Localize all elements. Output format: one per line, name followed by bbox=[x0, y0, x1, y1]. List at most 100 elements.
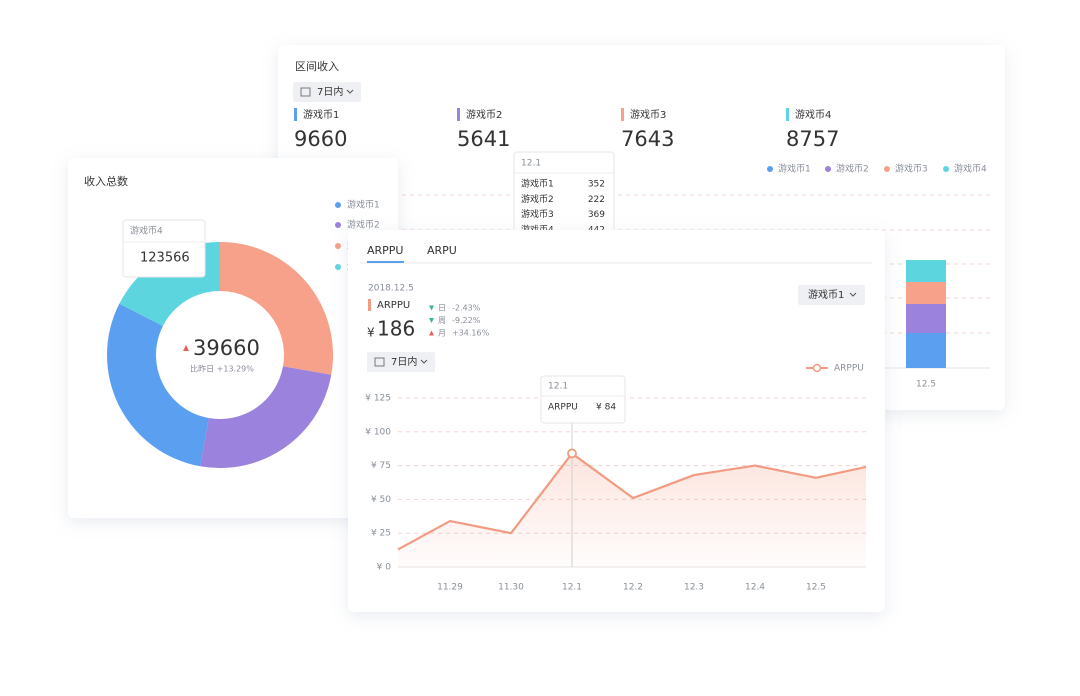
metric-marker bbox=[368, 299, 371, 311]
total-card: 收入总数游戏币1游戏币2游戏币3游戏币439660比昨日 +13.29%游戏币4… bbox=[68, 158, 398, 518]
date: 2018.12.5 bbox=[368, 284, 414, 294]
change-label: 周 bbox=[438, 316, 446, 325]
button-label: 7日内 bbox=[391, 355, 417, 368]
legend-label: 游戏币3 bbox=[895, 163, 928, 175]
legend-dot bbox=[335, 243, 341, 249]
card-title: 收入总数 bbox=[84, 174, 128, 188]
trend-icon bbox=[429, 330, 434, 336]
x-tick-label: 11.30 bbox=[498, 583, 524, 593]
chevron-icon bbox=[420, 359, 428, 364]
x-tick-label: 12.2 bbox=[623, 583, 643, 593]
change-value: +34.16% bbox=[452, 329, 490, 338]
donut-segment bbox=[200, 366, 332, 468]
legend-label: ARPPU bbox=[834, 364, 864, 374]
change-label: 月 bbox=[438, 329, 446, 338]
y-tick-label: ¥ 0 bbox=[377, 563, 392, 573]
kpi-marker bbox=[294, 108, 297, 121]
bar-segment bbox=[906, 304, 946, 333]
trend-icon bbox=[429, 318, 434, 323]
tooltip-label: 游戏币3 bbox=[521, 208, 554, 220]
tab-underline bbox=[367, 261, 404, 263]
kpi-label: 游戏币4 bbox=[795, 108, 831, 121]
card-title: 区间收入 bbox=[295, 59, 339, 73]
donut-segment bbox=[220, 242, 333, 375]
metric-value: 186 bbox=[377, 317, 415, 341]
tab[interactable]: ARPU bbox=[427, 244, 457, 257]
chevron-icon bbox=[346, 89, 354, 94]
change-value: -2.43% bbox=[452, 304, 481, 313]
point-marker bbox=[567, 448, 577, 459]
area bbox=[398, 453, 866, 567]
legend-dot bbox=[943, 166, 949, 172]
x-tick-label: 12.5 bbox=[806, 583, 826, 593]
line bbox=[397, 452, 867, 551]
range-button[interactable] bbox=[293, 82, 361, 102]
arppu-card: ARPPU ARPU 2018.12.5 ARPPU ¥ 186 日 -2.43% 周 -9.22… bbox=[348, 230, 885, 612]
x-tick-label: 12.4 bbox=[745, 583, 765, 593]
tooltip-title: 12.1 bbox=[548, 382, 568, 392]
tooltip-value: 123566 bbox=[140, 251, 190, 266]
chevron-icon bbox=[849, 292, 857, 297]
tooltip-label: ARPPU bbox=[548, 403, 578, 413]
donut-segment bbox=[106, 303, 209, 467]
kpi-value: 5641 bbox=[457, 127, 510, 151]
kpi-label: 游戏币2 bbox=[466, 108, 502, 121]
trend-icon bbox=[429, 305, 434, 311]
legend-dot bbox=[335, 264, 341, 270]
legend-marker bbox=[812, 363, 822, 373]
tooltip-value: 369 bbox=[588, 210, 605, 220]
legend-label: 游戏币1 bbox=[778, 163, 811, 175]
currency: ¥ bbox=[367, 326, 375, 340]
legend-label: 游戏币1 bbox=[347, 199, 380, 211]
legend-dot bbox=[767, 166, 773, 172]
range-button[interactable] bbox=[367, 352, 435, 372]
kpi-marker bbox=[457, 108, 460, 121]
calendar-icon bbox=[300, 87, 311, 97]
kpi-label: 游戏币3 bbox=[630, 108, 666, 121]
tooltip bbox=[540, 375, 626, 424]
bar-segment bbox=[906, 260, 946, 282]
trend-icon bbox=[183, 345, 189, 351]
x-tick-label: 12.3 bbox=[684, 583, 704, 593]
x-tick-label: 11.29 bbox=[437, 583, 463, 593]
kpi-value: 8757 bbox=[786, 127, 839, 151]
legend-label: 游戏币2 bbox=[347, 219, 380, 231]
kpi-value: 7643 bbox=[621, 127, 674, 151]
kpi-marker bbox=[621, 108, 624, 121]
change-value: -9.22% bbox=[452, 316, 481, 325]
legend-dot bbox=[335, 222, 341, 228]
legend-dot bbox=[335, 202, 341, 208]
y-tick-label: ¥ 125 bbox=[365, 394, 391, 404]
button-label: 7日内 bbox=[317, 85, 343, 98]
y-tick-label: ¥ 100 bbox=[365, 427, 391, 437]
tooltip-title: 游戏币4 bbox=[130, 225, 163, 237]
select[interactable] bbox=[798, 285, 865, 305]
tooltip-label: 游戏币2 bbox=[521, 193, 554, 205]
legend-label: 游戏币2 bbox=[836, 163, 869, 175]
center-note: 比昨日 +13.29% bbox=[190, 364, 254, 374]
legend-dot bbox=[825, 166, 831, 172]
center-value: 39660 bbox=[193, 336, 260, 360]
tooltip-label: 游戏币1 bbox=[521, 178, 554, 190]
metric-label: ARPPU bbox=[377, 300, 410, 311]
legend-label: 游戏币4 bbox=[954, 163, 987, 175]
select-label: 游戏币1 bbox=[808, 288, 844, 301]
y-tick-label: ¥ 25 bbox=[371, 529, 391, 539]
y-tick-label: ¥ 75 bbox=[371, 461, 391, 471]
bar-segment bbox=[906, 333, 946, 368]
tooltip-value: ¥ 84 bbox=[596, 403, 616, 413]
tooltip-title: 12.1 bbox=[521, 159, 541, 169]
legend-dot bbox=[884, 166, 890, 172]
kpi-marker bbox=[786, 108, 789, 121]
change-label: 日 bbox=[438, 304, 446, 313]
kpi-value: 9660 bbox=[294, 127, 347, 151]
x-tick-label: 12.1 bbox=[562, 583, 582, 593]
tooltip bbox=[122, 219, 206, 278]
bar-segment bbox=[906, 282, 946, 304]
tooltip-value: 222 bbox=[588, 195, 605, 205]
kpi-label: 游戏币1 bbox=[303, 108, 339, 121]
tooltip-value: 352 bbox=[588, 180, 605, 190]
y-tick-label: ¥ 50 bbox=[371, 495, 391, 505]
tab[interactable]: ARPPU bbox=[367, 244, 404, 257]
